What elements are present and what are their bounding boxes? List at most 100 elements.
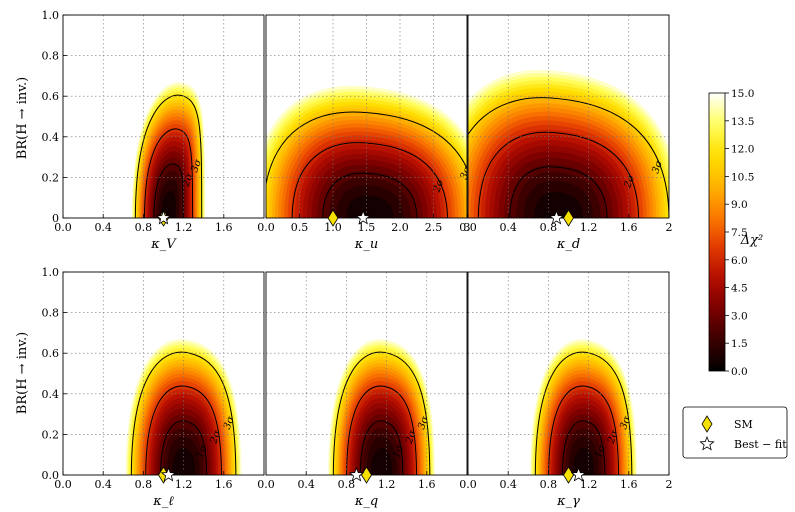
contour-label: 2σ xyxy=(431,177,447,195)
best-fit-marker xyxy=(160,466,177,482)
colorbar-tick-label: 10.5 xyxy=(731,171,754,183)
contour-2sigma xyxy=(291,142,448,218)
x-axis-label: κ_ℓ xyxy=(152,494,174,509)
contour-2sigma xyxy=(144,128,194,218)
panel-3: 2σ 3σ 0.0 0.4 0.8 1.2 1.6 2 κ_d xyxy=(459,14,673,252)
x-axis-label: κ_u xyxy=(354,237,378,252)
contour-2sigma xyxy=(346,385,418,475)
x-tick-label: 1.5 xyxy=(358,221,376,234)
y-tick-label: 0.8 xyxy=(42,50,60,63)
x-tick-label: 2 xyxy=(666,221,673,234)
sm-marker xyxy=(563,466,574,484)
grid xyxy=(63,272,264,475)
contour-label: 2σ xyxy=(181,171,197,189)
x-tick-label: 0.8 xyxy=(540,221,558,234)
x-tick-label: 1.0 xyxy=(324,221,342,234)
colorbar-tick-label: 0.0 xyxy=(731,366,748,378)
x-tick-label: 1.2 xyxy=(175,221,193,234)
x-tick-label: 1.2 xyxy=(175,478,193,491)
x-tick-label: 0.0 xyxy=(257,221,275,234)
x-tick-label: 0.0 xyxy=(257,478,275,491)
x-tick-label: 0.4 xyxy=(499,221,517,234)
best-fit-marker xyxy=(155,209,172,225)
x-tick-label: 0.0 xyxy=(459,478,477,491)
contour-label: 3σ xyxy=(618,414,633,431)
x-tick-label: 3 xyxy=(464,221,471,234)
x-tick-label: 0.4 xyxy=(499,478,517,491)
y-tick-label: 0.0 xyxy=(42,469,60,482)
x-tick-label: 1.6 xyxy=(620,221,638,234)
colorbar-tick-label: 9.0 xyxy=(731,199,748,211)
x-tick-label: 1.6 xyxy=(215,221,233,234)
y-tick-label: 0.2 xyxy=(42,428,60,441)
x-tick-label: 2.5 xyxy=(425,221,443,234)
colorbar-tick-label: 7.5 xyxy=(731,227,748,239)
y-tick-label: 0.4 xyxy=(42,388,60,401)
contour-label: 1σ xyxy=(593,442,608,459)
colorbar: 0.0 1.5 3.0 4.5 6.0 7.5 9.0 10.5 12.0 13.5 15.0 Δχ… xyxy=(708,88,763,378)
contour-3sigma xyxy=(468,97,669,218)
x-tick-label: 0.4 xyxy=(94,478,112,491)
grid xyxy=(266,272,467,475)
y-tick-label: 1.0 xyxy=(42,9,60,22)
sm-marker xyxy=(327,209,339,227)
x-tick-label: 0.5 xyxy=(291,221,309,234)
x-tick-label: 2 xyxy=(666,478,673,491)
x-axis-label: κ_q xyxy=(354,494,378,509)
contour-label: 2σ xyxy=(208,428,224,446)
colorbar-gradient xyxy=(708,92,726,372)
x-tick-label: 1.2 xyxy=(580,478,598,491)
contour-1sigma xyxy=(359,420,404,475)
sm-marker xyxy=(563,209,574,227)
colorbar-tick-label: 15.0 xyxy=(731,88,754,100)
x-tick-label: 0.8 xyxy=(338,478,356,491)
y-tick-label: 0.8 xyxy=(42,307,60,320)
x-tick-label: 0.8 xyxy=(135,221,153,234)
contour-label: 2σ xyxy=(404,428,420,446)
contour-label: 3σ xyxy=(222,414,237,431)
x-tick-label: 1.6 xyxy=(215,478,233,491)
panel-2: 2σ 3σ 0.0 0.5 1.0 1.5 2.0 2.5 3 κ_u xyxy=(257,14,474,252)
contour-label: 1σ xyxy=(195,442,210,459)
heatmap-2: 2σ 3σ xyxy=(266,15,474,218)
contour-3sigma xyxy=(534,351,633,475)
contour-3sigma xyxy=(130,351,237,475)
contour-1sigma xyxy=(153,163,184,218)
best-fit-marker xyxy=(570,466,587,482)
x-axis-label: κ_γ xyxy=(556,494,580,509)
contour-label: 2σ xyxy=(606,428,622,446)
x-tick-label: 0.4 xyxy=(297,478,315,491)
contour-3sigma xyxy=(332,351,431,475)
best-fit-marker xyxy=(355,209,371,225)
y-tick-label: 0.2 xyxy=(42,171,60,184)
grid xyxy=(266,15,467,218)
x-tick-label: 0.8 xyxy=(135,478,153,491)
legend-bestfit-label: Best − fit xyxy=(734,438,787,451)
contour-1sigma xyxy=(322,172,418,218)
colorbar-tick-label: 6.0 xyxy=(731,255,748,267)
x-tick-label: 0.0 xyxy=(54,478,72,491)
colorbar-tick-label: 1.5 xyxy=(731,338,748,350)
contour-label: 3σ xyxy=(459,164,474,181)
contour-label: 3σ xyxy=(650,158,665,175)
colorbar-label: Δχ² xyxy=(740,233,763,248)
contour-2sigma xyxy=(145,385,222,475)
grid xyxy=(468,272,669,475)
contour-label: 3σ xyxy=(189,157,204,174)
contour-1sigma xyxy=(561,420,606,475)
x-tick-label: 1.2 xyxy=(378,478,396,491)
y-tick-label: 0.4 xyxy=(42,131,60,144)
x-tick-label: 0.4 xyxy=(94,221,112,234)
colorbar-tick-label: 3.0 xyxy=(731,310,748,322)
contour-label: 2σ xyxy=(622,172,638,190)
contour-2sigma xyxy=(477,131,639,218)
